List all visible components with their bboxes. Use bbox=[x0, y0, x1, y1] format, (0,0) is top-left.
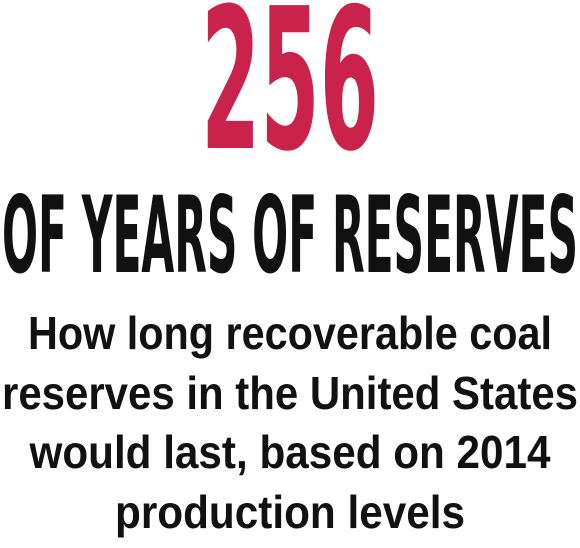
description-line: How long recoverable coal bbox=[28, 307, 552, 359]
description-line: reserves in the United States bbox=[2, 367, 578, 419]
headline-number: 256 bbox=[201, 0, 379, 195]
headline-label: OF YEARS OF RESERVES bbox=[2, 174, 578, 297]
description-line: production levels bbox=[115, 486, 465, 538]
description-line: would last, based on 2014 bbox=[29, 426, 551, 478]
